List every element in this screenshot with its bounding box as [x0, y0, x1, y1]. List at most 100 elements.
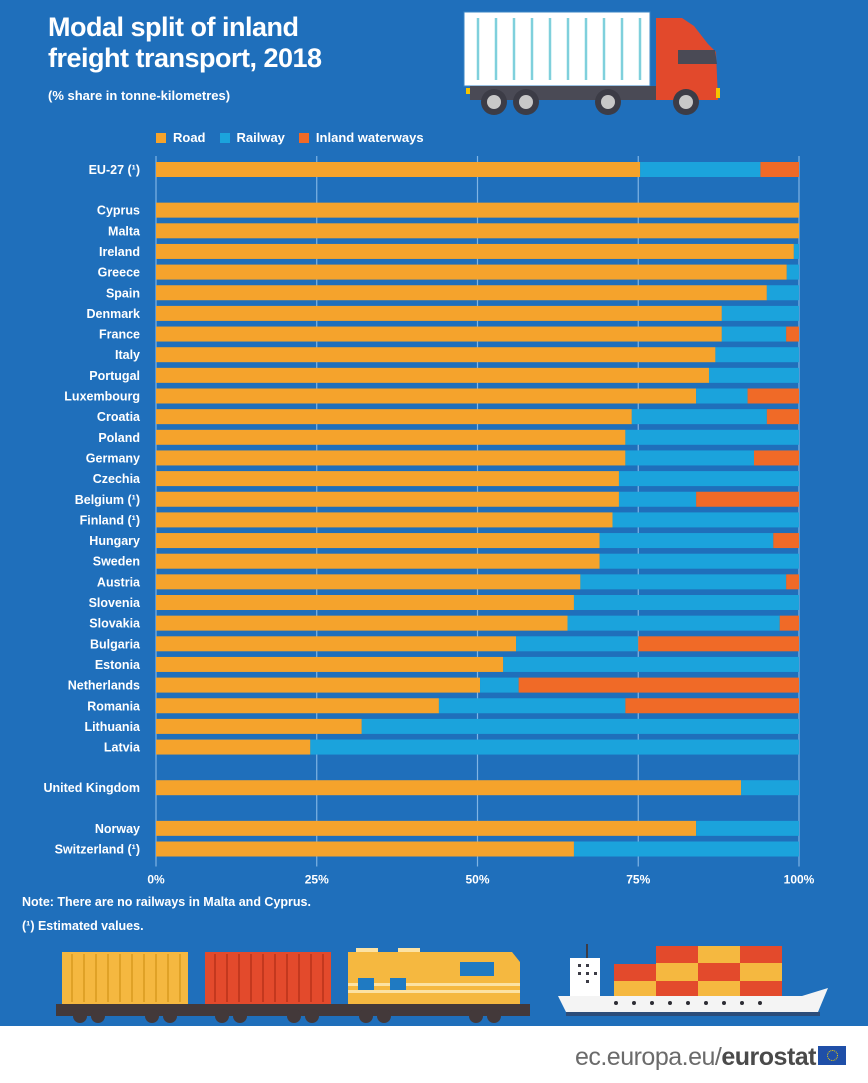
category-label: Sweden	[93, 555, 140, 569]
bar-inland-waterways	[786, 574, 799, 590]
bar-railway	[599, 533, 774, 549]
bar-railway	[310, 739, 799, 755]
x-tick-label: 100%	[784, 873, 815, 887]
chart-notes: Note: There are no railways in Malta and…	[22, 890, 311, 938]
category-label: Hungary	[89, 534, 140, 548]
bar-road	[156, 162, 641, 177]
category-label: Greece	[98, 266, 140, 280]
bar-railway	[618, 491, 697, 507]
grid-lines	[155, 156, 800, 867]
bar-road	[156, 820, 697, 836]
bar-road	[156, 326, 722, 342]
bar-inland-waterways	[779, 615, 799, 631]
category-labels: EU-27 (¹) Cyprus Malta Ireland Greece Spain De…	[43, 163, 141, 857]
bar-railway	[696, 820, 799, 836]
bar-railway	[721, 326, 787, 342]
legend-swatch-railway	[219, 132, 230, 143]
category-label: Romania	[87, 699, 141, 713]
footer-url-prefix: ec.europa.eu/	[574, 1043, 722, 1071]
bar-railway	[625, 450, 754, 466]
bar-railway	[573, 841, 799, 857]
bar-road	[156, 223, 799, 239]
bar-railway	[618, 471, 799, 487]
bar-road	[156, 739, 311, 755]
bar-road	[156, 656, 504, 672]
category-label: Luxembourg	[64, 390, 140, 404]
eurostat-link[interactable]: ec.europa.eu/eurostat	[574, 1043, 817, 1072]
bar-railway	[715, 347, 799, 363]
legend-label-road: Road	[173, 130, 206, 145]
bar-inland-waterways	[696, 491, 799, 507]
bar-railway	[438, 698, 626, 714]
bar-road	[156, 429, 626, 445]
container-ship-icon	[558, 944, 828, 1016]
legend-label-inland-waterways: Inland waterways	[315, 130, 424, 145]
bar-road	[156, 471, 619, 487]
bars	[156, 162, 799, 857]
bar-inland-waterways	[753, 450, 799, 466]
bar-road	[156, 698, 439, 714]
bar-road	[156, 450, 626, 466]
bar-road	[156, 574, 581, 590]
category-label: Belgium (¹)	[75, 493, 140, 507]
category-label: Poland	[98, 431, 140, 445]
category-label: Spain	[106, 286, 140, 300]
bar-railway	[503, 656, 799, 672]
bar-railway	[721, 305, 799, 321]
legend-item-railway: Railway	[219, 130, 285, 145]
category-label: Slovenia	[89, 596, 141, 610]
bar-railway	[573, 595, 799, 610]
legend-item-road: Road	[156, 130, 206, 145]
bar-railway	[766, 285, 799, 301]
category-label: Bulgaria	[90, 637, 141, 651]
category-label: Ireland	[99, 245, 140, 259]
bar-railway	[516, 636, 639, 652]
bar-railway	[708, 367, 799, 383]
bar-inland-waterways	[786, 326, 799, 342]
legend-swatch-road	[156, 132, 166, 143]
title-line-1: Modal split of inland	[48, 12, 299, 42]
bar-road	[156, 553, 600, 569]
category-label: Norway	[95, 822, 140, 836]
bar-railway	[567, 615, 780, 631]
bar-road	[156, 367, 709, 383]
category-label: Netherlands	[68, 679, 140, 693]
bar-road	[156, 533, 600, 549]
category-label: Croatia	[97, 410, 141, 424]
legend-label-railway: Railway	[236, 130, 285, 145]
x-axis-ticks: 0% 25% 50% 75% 100%	[147, 873, 814, 887]
x-tick-label: 75%	[626, 873, 650, 887]
bar-railway	[580, 574, 787, 590]
page-title: Modal split of inland freight transport,…	[48, 12, 322, 74]
category-label: United Kingdom	[43, 781, 140, 795]
bar-inland-waterways	[625, 698, 799, 714]
bar-road	[156, 841, 574, 857]
category-label: Portugal	[89, 369, 140, 383]
bar-road	[156, 636, 517, 652]
bar-railway	[741, 780, 799, 796]
bar-inland-waterways	[747, 388, 799, 404]
chart-legend: Road Railway Inland waterways	[156, 130, 424, 145]
bar-road	[156, 615, 568, 631]
category-label: Italy	[115, 348, 140, 362]
note-estimated-values: (¹) Estimated values.	[22, 919, 144, 933]
bar-railway	[612, 512, 799, 528]
category-label: Slovakia	[89, 617, 141, 631]
bar-road	[156, 491, 619, 507]
category-label: Austria	[97, 575, 141, 589]
stacked-bar-chart: EU-27 (¹) Cyprus Malta Ireland Greece Spain De…	[43, 11, 828, 1023]
bar-railway	[640, 162, 761, 177]
bar-railway	[625, 429, 799, 445]
footer-url-brand: eurostat	[721, 1043, 816, 1071]
category-label: Finland (¹)	[80, 513, 140, 527]
bar-railway	[480, 677, 519, 693]
bar-inland-waterways	[760, 162, 799, 177]
bar-inland-waterways	[518, 677, 799, 693]
category-label: Malta	[108, 224, 141, 238]
bar-road	[156, 595, 574, 610]
bar-road	[156, 409, 632, 425]
bar-road	[156, 718, 362, 734]
bar-road	[156, 677, 481, 693]
subtitle: (% share in tonne-kilometres)	[48, 88, 231, 103]
category-label: France	[99, 328, 140, 342]
